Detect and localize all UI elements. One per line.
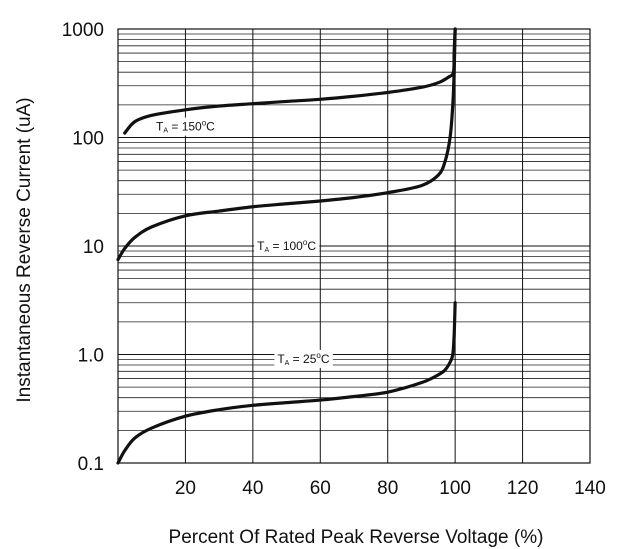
- annotation-unit: C: [206, 120, 215, 134]
- x-tick-label: 120: [507, 478, 539, 499]
- annotation-label: TA = 100oC: [254, 237, 320, 255]
- annotation-degree: o: [202, 119, 207, 128]
- annotation-background: [254, 237, 320, 255]
- x-tick-label: 60: [310, 478, 331, 499]
- series-curves: [116, 27, 457, 465]
- y-tick-labels: 0.1 1.0 10 100 1000: [62, 20, 104, 475]
- y-tick-label: 1.0: [78, 346, 104, 367]
- series-ta-150-curve: [123, 27, 457, 135]
- annotation-subscript: A: [285, 360, 290, 367]
- x-tick-label: 20: [175, 478, 196, 499]
- plot-frame: [117, 28, 591, 464]
- x-tick-label: 140: [574, 478, 606, 499]
- annotation-subscript: A: [163, 128, 168, 135]
- annotation-temperature: = 150: [168, 120, 202, 134]
- annotation-symbol: T: [156, 120, 164, 134]
- annotation-text: TA = 25oC: [277, 351, 330, 367]
- y-axis-title: Instantaneous Reverse Current (uA): [14, 97, 35, 402]
- annotation-background: [274, 349, 333, 368]
- annotation-label: TA = 150oC: [153, 117, 219, 136]
- annotation-temperature: = 100: [269, 239, 303, 253]
- annotation-symbol: T: [277, 352, 285, 366]
- y-tick-label: 0.1: [78, 454, 104, 475]
- annotation-unit: C: [307, 239, 316, 253]
- series-ta-100-curve: [116, 27, 457, 262]
- annotation-unit: C: [321, 352, 330, 366]
- annotation-degree: o: [303, 238, 308, 247]
- annotation-text: TA = 100oC: [257, 238, 316, 254]
- annotation-symbol: T: [257, 239, 265, 253]
- series-ta-25-curve: [116, 301, 457, 465]
- y-tick-label: 100: [72, 129, 104, 150]
- annotation-degree: o: [316, 351, 321, 360]
- annotation-subscript: A: [264, 247, 269, 254]
- y-tick-label: 10: [83, 237, 104, 258]
- annotation-label: TA = 25oC: [274, 349, 333, 368]
- x-tick-label: 80: [377, 478, 398, 499]
- annotation-text: TA = 150oC: [156, 119, 215, 135]
- annotation-temperature: = 25: [289, 352, 316, 366]
- x-tick-labels: 20 40 60 80 100 120 140: [175, 478, 606, 499]
- y-tick-label: 1000: [62, 20, 104, 41]
- x-axis-title: Percent Of Rated Peak Reverse Voltage (%…: [169, 527, 544, 548]
- minor-gridlines: [118, 33, 590, 431]
- x-tick-label: 100: [439, 478, 471, 499]
- x-tick-label: 40: [242, 478, 263, 499]
- annotation-background: [153, 117, 219, 136]
